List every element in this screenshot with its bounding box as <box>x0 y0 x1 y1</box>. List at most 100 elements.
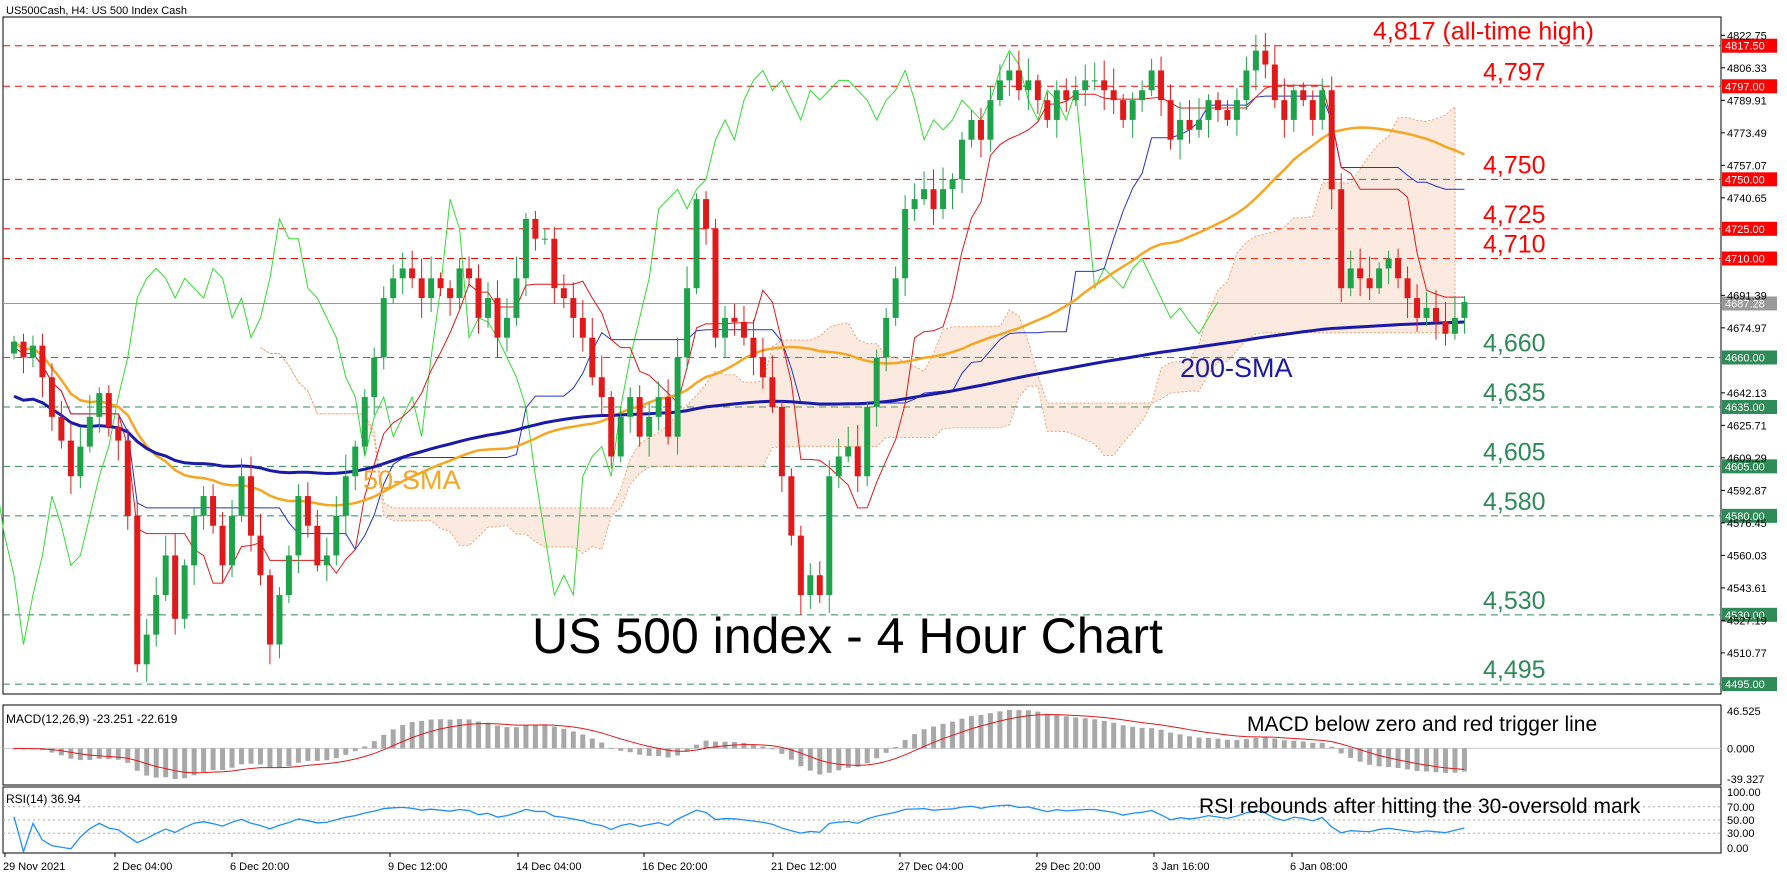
macd-bar <box>1035 711 1041 749</box>
level-price-tag-text: 4660.00 <box>1725 352 1765 364</box>
macd-bar <box>1405 748 1411 770</box>
x-tick-label: 21 Dec 12:00 <box>771 861 836 873</box>
ichimoku-cloud <box>260 105 1456 555</box>
candle-body <box>930 189 937 210</box>
candle-body <box>172 555 179 619</box>
macd-bar <box>1329 746 1335 749</box>
rsi-tick-label: 50.00 <box>1727 815 1755 827</box>
macd-bar <box>1442 748 1448 773</box>
candle-body <box>229 515 236 566</box>
y-tick-label: 4527.19 <box>1727 615 1767 627</box>
candle-body <box>940 189 947 210</box>
macd-bar <box>220 748 226 771</box>
level-price-tag-text: 4750.00 <box>1725 174 1765 186</box>
macd-bar <box>428 719 434 749</box>
macd-bar <box>665 748 671 758</box>
macd-bar <box>267 748 273 768</box>
y-tick-label: 4691.39 <box>1727 290 1767 302</box>
macd-bar <box>248 748 254 764</box>
macd-bar <box>49 748 55 753</box>
level-label: 4,817 (all-time high) <box>1373 18 1594 46</box>
candle-body <box>86 416 93 447</box>
level-price-tag <box>1722 251 1777 266</box>
macd-bar <box>1461 748 1467 772</box>
candle-body <box>447 288 454 299</box>
macd-bar <box>257 748 263 765</box>
candle-body <box>1262 50 1269 65</box>
candle-body <box>1290 90 1297 120</box>
macd-bar <box>333 748 339 759</box>
macd-bar <box>513 727 519 749</box>
macd-bar <box>1357 748 1363 762</box>
candle-body <box>11 341 17 354</box>
level-label: 4,750 <box>1483 151 1546 179</box>
candle-body <box>105 393 112 427</box>
level-price-tag <box>1722 677 1777 692</box>
candle-body <box>77 446 84 477</box>
candle-body <box>1044 100 1051 120</box>
macd-bar <box>1149 728 1155 749</box>
x-tick-label: 29 Dec 20:00 <box>1035 861 1100 873</box>
candle-body <box>266 575 273 645</box>
macd-bar <box>305 748 311 761</box>
candle-body <box>1082 80 1089 91</box>
main-panel-frame <box>2 16 1722 695</box>
candle-body <box>845 446 852 457</box>
candle-body <box>1233 100 1240 120</box>
candle-body <box>996 80 1003 101</box>
macd-bar <box>494 725 500 749</box>
candle-body <box>617 416 624 457</box>
level-label: 4,635 <box>1483 379 1546 407</box>
candle-body <box>1110 90 1117 101</box>
candle-body <box>1205 100 1212 120</box>
level-label: 4,725 <box>1483 201 1546 229</box>
candle-body <box>797 535 804 596</box>
candle-body <box>608 397 615 457</box>
candle-body <box>684 288 691 358</box>
macd-bar <box>561 728 567 749</box>
level-price-tag-text: 4797.00 <box>1725 81 1765 93</box>
macd-bar <box>343 748 349 755</box>
level-price-tag <box>1722 399 1777 414</box>
candle-body <box>390 278 397 299</box>
candle-body <box>987 100 994 140</box>
macd-bar <box>1310 742 1316 749</box>
candle-body <box>693 199 700 289</box>
macd-bar <box>390 729 396 749</box>
candle-body <box>1309 100 1316 120</box>
candle-body <box>835 456 842 477</box>
y-tick-label: 4773.49 <box>1727 128 1767 140</box>
y-tick-label: 4576.45 <box>1727 518 1767 530</box>
x-tick-label: 6 Dec 20:00 <box>230 861 289 873</box>
candle-body <box>1129 100 1136 120</box>
candle-body <box>1006 70 1013 81</box>
macd-bar <box>1082 718 1088 749</box>
candle-body <box>778 406 785 477</box>
symbol-header: US500Cash, H4: US 500 Index Cash <box>6 5 187 17</box>
candle-body <box>1357 268 1364 279</box>
candle-body <box>1196 119 1202 130</box>
candle-body <box>674 357 681 437</box>
candle-body <box>1015 70 1022 91</box>
candle-body <box>1451 317 1458 334</box>
indicator-lines-layer <box>0 49 1465 645</box>
candle-body <box>598 377 605 398</box>
y-tick-label: 4560.03 <box>1727 550 1767 562</box>
candle-body <box>560 288 567 299</box>
macd-bar <box>58 748 64 756</box>
candle-body <box>153 595 160 635</box>
macd-bar <box>817 748 823 775</box>
macd-bar <box>466 719 472 749</box>
level-label: 4,605 <box>1483 438 1546 466</box>
macd-bar <box>637 748 643 755</box>
macd-bar <box>381 734 387 749</box>
macd-bar <box>931 726 937 749</box>
candle-body <box>1376 268 1383 289</box>
macd-bar <box>874 748 880 759</box>
candle-body <box>541 238 548 240</box>
macd-bar <box>713 741 719 749</box>
rsi-tick-label: 0.00 <box>1727 843 1748 855</box>
candle-body <box>1214 100 1221 111</box>
